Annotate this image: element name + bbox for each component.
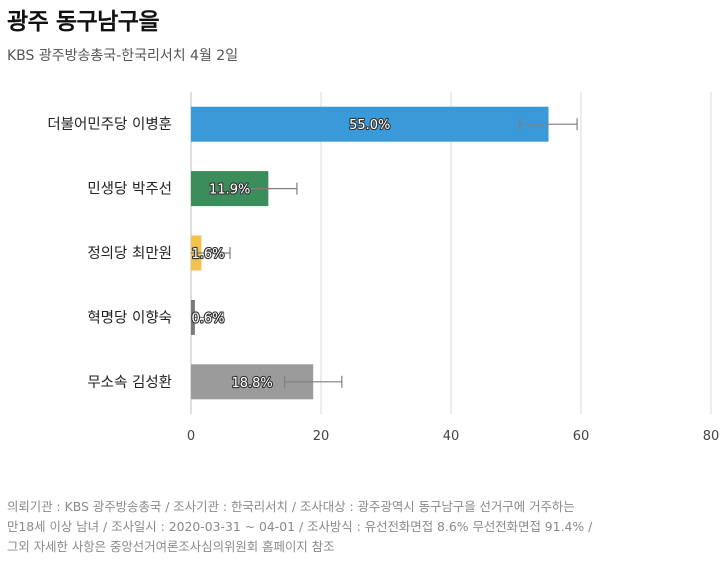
category-label: 무소속 김성환	[87, 374, 172, 391]
data-label: 11.9%	[209, 183, 250, 198]
category-label: 민생당 박주선	[87, 181, 172, 198]
category-label: 혁명당 이향숙	[87, 309, 172, 326]
chart-title: 광주 동구남구을	[7, 9, 160, 35]
data-label: 18.8%	[231, 376, 272, 391]
bar-chart: 0 20 40 60 80 더불어민주당 이병훈 55.0% 민생당 박주선 11.9% 정의당 …	[47, 92, 720, 444]
x-tick-label: 80	[703, 429, 720, 444]
footnote-line: 만18세 이상 남녀 / 조사일시 : 2020-03-31 ~ 04-01 /…	[7, 519, 593, 534]
x-tick-label: 20	[313, 429, 330, 444]
x-tick-label: 40	[443, 429, 460, 444]
category-label: 더불어민주당 이병훈	[47, 116, 172, 133]
footnote-line: 의뢰기관 : KBS 광주방송총국 / 조사기관 : 한국리서치 / 조사대상 …	[7, 499, 575, 514]
chart-subtitle: KBS 광주방송총국-한국리서치 4월 2일	[7, 48, 239, 64]
footnote-line: 그외 자세한 사항은 중앙선거여론조사심의위원회 홈페이지 참조	[7, 539, 335, 554]
data-label: 1.6%	[191, 247, 224, 262]
survey-footnote: 의뢰기관 : KBS 광주방송총국 / 조사기관 : 한국리서치 / 조사대상 …	[7, 497, 722, 557]
data-label: 0.6%	[191, 311, 224, 326]
bar	[191, 106, 549, 142]
x-tick-label: 0	[187, 429, 195, 444]
x-tick-label: 60	[573, 429, 590, 444]
data-label: 55.0%	[349, 118, 390, 133]
category-label: 정의당 최만원	[87, 245, 172, 262]
